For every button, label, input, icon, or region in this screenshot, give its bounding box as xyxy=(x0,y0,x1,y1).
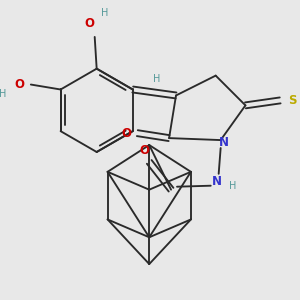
Text: O: O xyxy=(85,16,95,29)
Text: O: O xyxy=(14,78,24,91)
Text: H: H xyxy=(101,8,108,18)
Text: H: H xyxy=(229,181,236,191)
Text: S: S xyxy=(288,94,296,107)
Text: H: H xyxy=(153,74,160,84)
Text: O: O xyxy=(122,127,131,140)
Text: N: N xyxy=(219,136,229,148)
Text: N: N xyxy=(212,175,222,188)
Text: O: O xyxy=(139,143,149,157)
Text: H: H xyxy=(0,89,7,100)
